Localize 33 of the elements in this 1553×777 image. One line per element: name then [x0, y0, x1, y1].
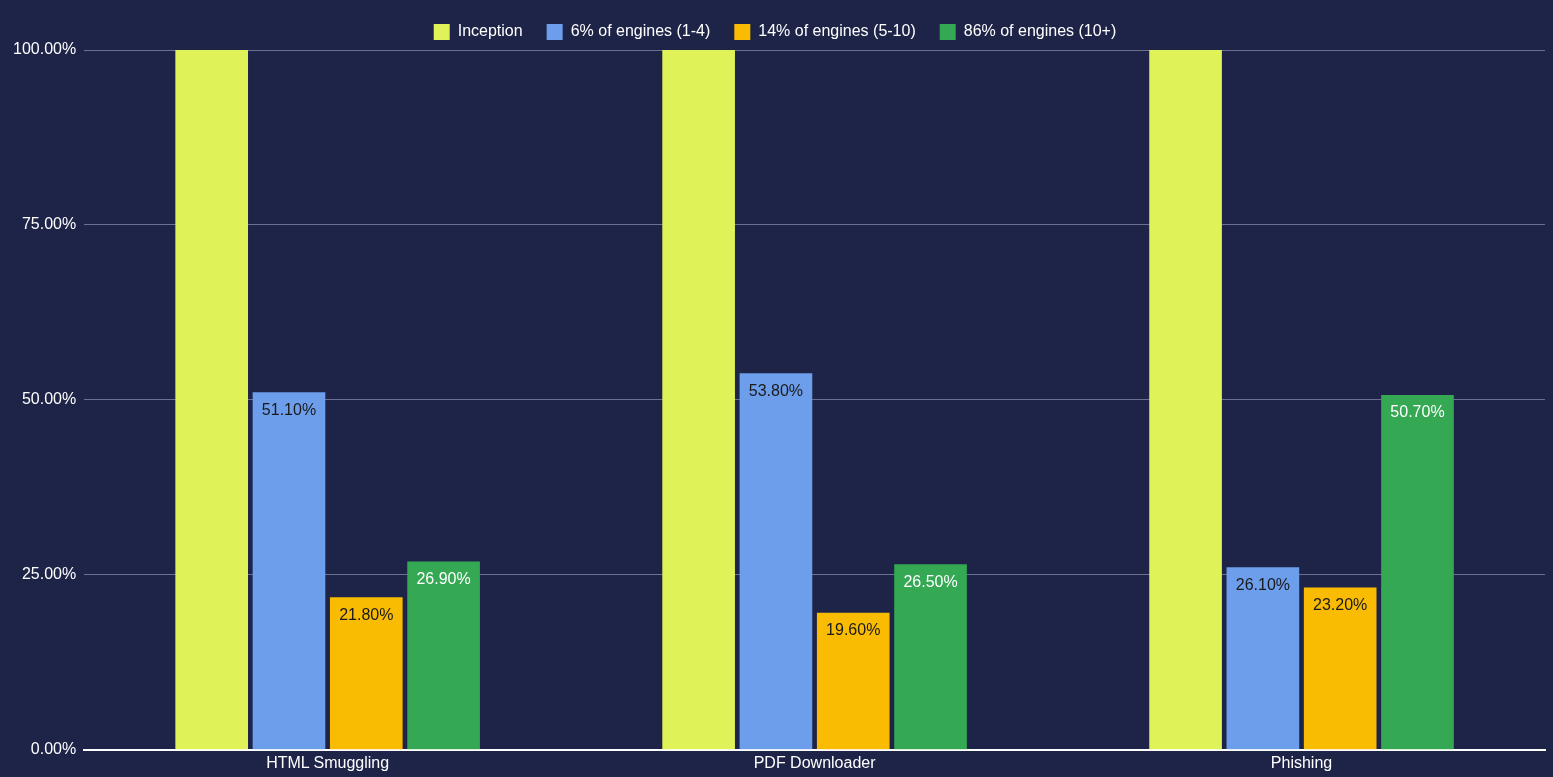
bar	[1149, 50, 1222, 750]
legend-label: 86% of engines (10+)	[963, 22, 1117, 40]
bar	[1303, 587, 1377, 750]
y-tick-label: 25.00%	[21, 565, 77, 583]
y-tick-label: 0.00%	[30, 740, 77, 758]
bar	[662, 50, 735, 750]
y-tick-label: 100.00%	[12, 40, 77, 58]
data-label: 53.80%	[748, 381, 804, 399]
legend-label: 6% of engines (1-4)	[570, 22, 711, 40]
bar	[175, 50, 249, 750]
data-label: 23.20%	[1313, 595, 1368, 613]
bar	[739, 373, 813, 750]
x-tick-label: PDF Downloader	[753, 753, 877, 771]
bar	[329, 597, 403, 750]
data-label: 50.70%	[1390, 403, 1445, 421]
y-tick-label: 50.00%	[21, 390, 77, 408]
bar	[1381, 395, 1454, 750]
x-tick-label: HTML Smuggling	[266, 753, 390, 771]
data-label: 26.90%	[416, 569, 471, 587]
bar	[407, 561, 480, 750]
data-label: 26.10%	[1235, 575, 1291, 593]
bar	[816, 612, 890, 750]
bar	[1226, 567, 1300, 750]
x-tick-label: Phishing	[1270, 753, 1333, 771]
data-label: 51.10%	[261, 400, 317, 418]
data-label: 26.50%	[903, 572, 958, 590]
data-label: 21.80%	[339, 605, 394, 623]
y-tick-label: 75.00%	[21, 215, 77, 233]
data-label: 19.60%	[826, 621, 881, 639]
legend-label: Inception	[457, 22, 523, 40]
bar	[252, 392, 326, 750]
legend-label: 14% of engines (5-10)	[758, 22, 916, 40]
bar	[894, 564, 967, 750]
